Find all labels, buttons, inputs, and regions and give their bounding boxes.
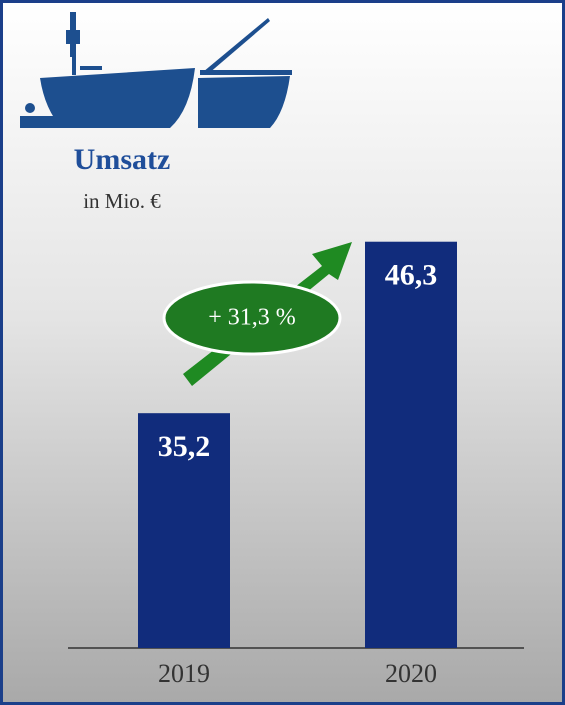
chart-subtitle: in Mio. € (83, 189, 161, 213)
x-tick-label: 2020 (385, 659, 437, 688)
chart-title: Umsatz (74, 143, 171, 176)
annotation: + 31,3 % (208, 305, 296, 331)
icon (20, 12, 292, 128)
value-label: 46,3 (385, 259, 438, 292)
bar (365, 241, 457, 649)
bar (138, 413, 230, 648)
x-tick-label: 2019 (158, 659, 210, 688)
value-label: 35,2 (158, 430, 211, 463)
annotation-badge (162, 280, 342, 356)
